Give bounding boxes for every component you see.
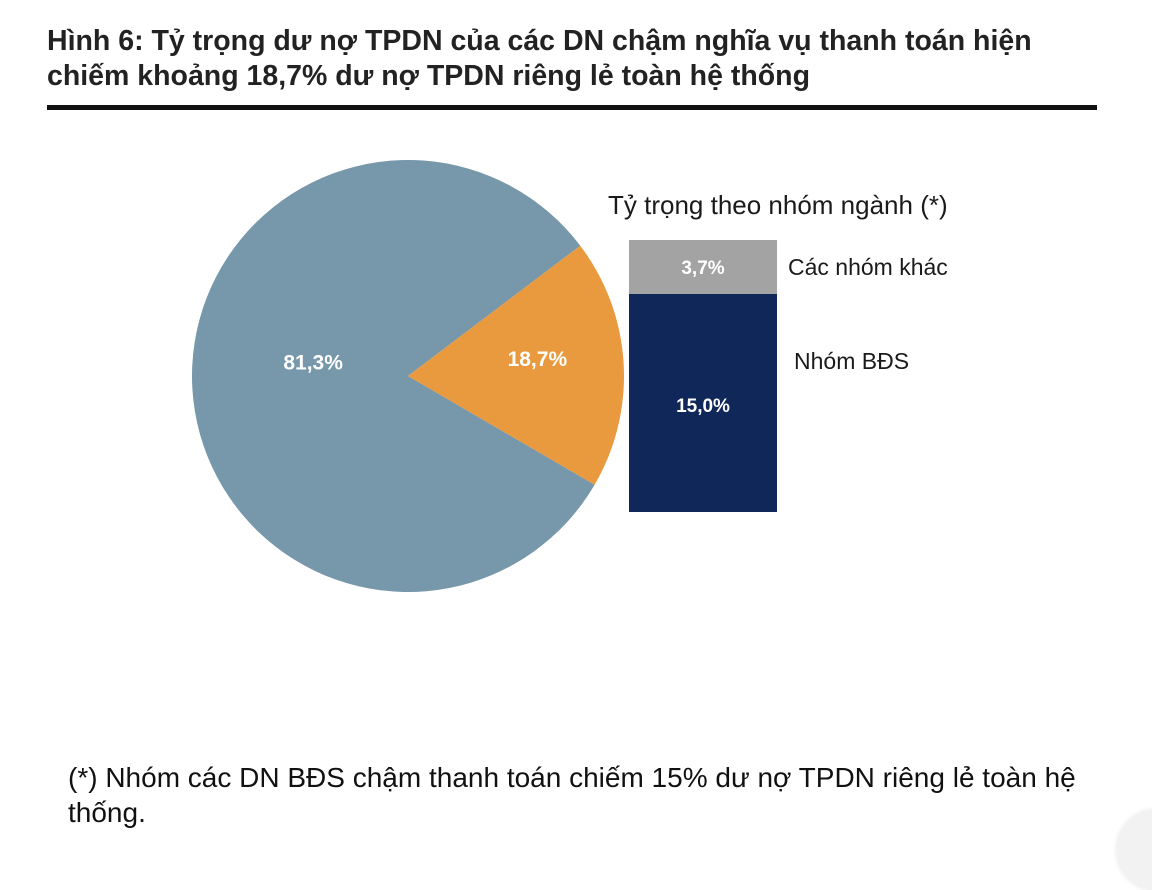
bar-legend-real-estate: Nhóm BĐS: [794, 348, 909, 374]
footnote: (*) Nhóm các DN BĐS chậm thanh toán chiế…: [68, 762, 1076, 828]
corner-widget[interactable]: [1117, 810, 1152, 890]
bar-segment-other: [629, 240, 777, 294]
bar-legend-other: Các nhóm khác: [788, 254, 948, 280]
bar-chart-title: Tỷ trọng theo nhóm ngành (*): [608, 190, 948, 220]
pie-slice-highlight: [408, 245, 624, 485]
pie-slice-main: [191, 159, 595, 592]
pie-label-main: 81,3%: [283, 352, 343, 375]
title-underline: [47, 105, 1097, 110]
bar-label-other: 3,7%: [681, 258, 724, 279]
bar-label-real-estate: 15,0%: [676, 396, 730, 417]
pie-label-highlight: 18,7%: [508, 348, 568, 371]
chart-area: 81,3% 18,7% Tỷ trọng theo nhóm ngành (*) …: [191, 159, 948, 592]
pie-chart: 81,3% 18,7%: [191, 159, 624, 592]
bar-segment-real-estate: [629, 293, 777, 512]
stacked-bar-chart: Tỷ trọng theo nhóm ngành (*) 15,0% Nhóm B…: [608, 190, 948, 512]
figure-title: Hình 6: Tỷ trọng dư nợ TPDN của các DN c…: [47, 25, 1032, 92]
